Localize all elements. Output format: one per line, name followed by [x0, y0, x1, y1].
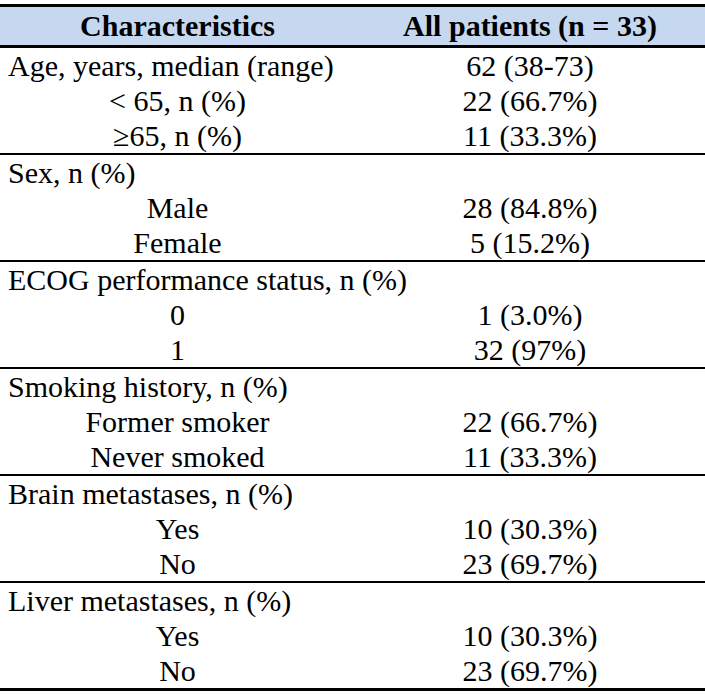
table-row: No23 (69.7%) — [0, 546, 705, 582]
characteristic-cell: 1 — [0, 332, 355, 368]
table-row: Brain metastases, n (%) — [0, 475, 705, 511]
characteristic-cell: Never smoked — [0, 439, 355, 475]
characteristic-cell: No — [0, 653, 355, 690]
table-row: ECOG performance status, n (%) — [0, 261, 705, 297]
value-cell: 28 (84.8%) — [355, 190, 705, 225]
table-row: Former smoker22 (66.7%) — [0, 404, 705, 439]
table-row: < 65, n (%)22 (66.7%) — [0, 83, 705, 118]
characteristic-cell: Smoking history, n (%) — [0, 368, 705, 404]
value-cell: 32 (97%) — [355, 332, 705, 368]
section-brain-metastases: Brain metastases, n (%)Yes10 (30.3%)No23… — [0, 475, 705, 582]
header-row: Characteristics All patients (n = 33) — [0, 6, 705, 47]
table-row: No23 (69.7%) — [0, 653, 705, 690]
characteristic-cell: < 65, n (%) — [0, 83, 355, 118]
value-cell: 23 (69.7%) — [355, 546, 705, 582]
characteristic-cell: Yes — [0, 511, 355, 546]
table-row: Sex, n (%) — [0, 154, 705, 190]
characteristic-cell: 0 — [0, 297, 355, 332]
characteristics-table: Characteristics All patients (n = 33) Ag… — [0, 4, 705, 691]
table-row: Female5 (15.2%) — [0, 225, 705, 261]
table-row: Male28 (84.8%) — [0, 190, 705, 225]
value-cell: 10 (30.3%) — [355, 511, 705, 546]
value-cell: 11 (33.3%) — [355, 439, 705, 475]
table-row: Smoking history, n (%) — [0, 368, 705, 404]
value-cell: 22 (66.7%) — [355, 404, 705, 439]
value-cell: 62 (38-73) — [355, 47, 705, 84]
characteristic-cell: Female — [0, 225, 355, 261]
col-header-all-patients: All patients (n = 33) — [355, 6, 705, 47]
table-row: Yes10 (30.3%) — [0, 618, 705, 653]
value-cell: 11 (33.3%) — [355, 118, 705, 154]
patient-characteristics-table: Characteristics All patients (n = 33) Ag… — [0, 0, 705, 691]
characteristic-cell: Brain metastases, n (%) — [0, 475, 705, 511]
characteristic-cell: ≥65, n (%) — [0, 118, 355, 154]
characteristic-cell: Liver metastases, n (%) — [0, 582, 705, 618]
value-cell: 1 (3.0%) — [355, 297, 705, 332]
characteristic-cell: Sex, n (%) — [0, 154, 705, 190]
characteristic-cell: Age, years, median (range) — [0, 47, 355, 84]
table-header: Characteristics All patients (n = 33) — [0, 6, 705, 47]
characteristic-cell: Former smoker — [0, 404, 355, 439]
table-row: Liver metastases, n (%) — [0, 582, 705, 618]
section-smoking-history: Smoking history, n (%)Former smoker22 (6… — [0, 368, 705, 475]
table-row: Never smoked11 (33.3%) — [0, 439, 705, 475]
value-cell: 22 (66.7%) — [355, 83, 705, 118]
table-row: Age, years, median (range)62 (38-73) — [0, 47, 705, 84]
table-row: 01 (3.0%) — [0, 297, 705, 332]
section-age: Age, years, median (range)62 (38-73)< 65… — [0, 47, 705, 155]
section-liver-metastases: Liver metastases, n (%)Yes10 (30.3%)No23… — [0, 582, 705, 690]
characteristic-cell: No — [0, 546, 355, 582]
table-row: 132 (97%) — [0, 332, 705, 368]
col-header-characteristics: Characteristics — [0, 6, 355, 47]
characteristic-cell: Yes — [0, 618, 355, 653]
characteristic-cell: Male — [0, 190, 355, 225]
table-row: Yes10 (30.3%) — [0, 511, 705, 546]
section-ecog-performance-status: ECOG performance status, n (%)01 (3.0%)1… — [0, 261, 705, 368]
value-cell: 10 (30.3%) — [355, 618, 705, 653]
value-cell: 23 (69.7%) — [355, 653, 705, 690]
characteristic-cell: ECOG performance status, n (%) — [0, 261, 705, 297]
section-sex: Sex, n (%)Male28 (84.8%)Female5 (15.2%) — [0, 154, 705, 261]
value-cell: 5 (15.2%) — [355, 225, 705, 261]
table-row: ≥65, n (%)11 (33.3%) — [0, 118, 705, 154]
